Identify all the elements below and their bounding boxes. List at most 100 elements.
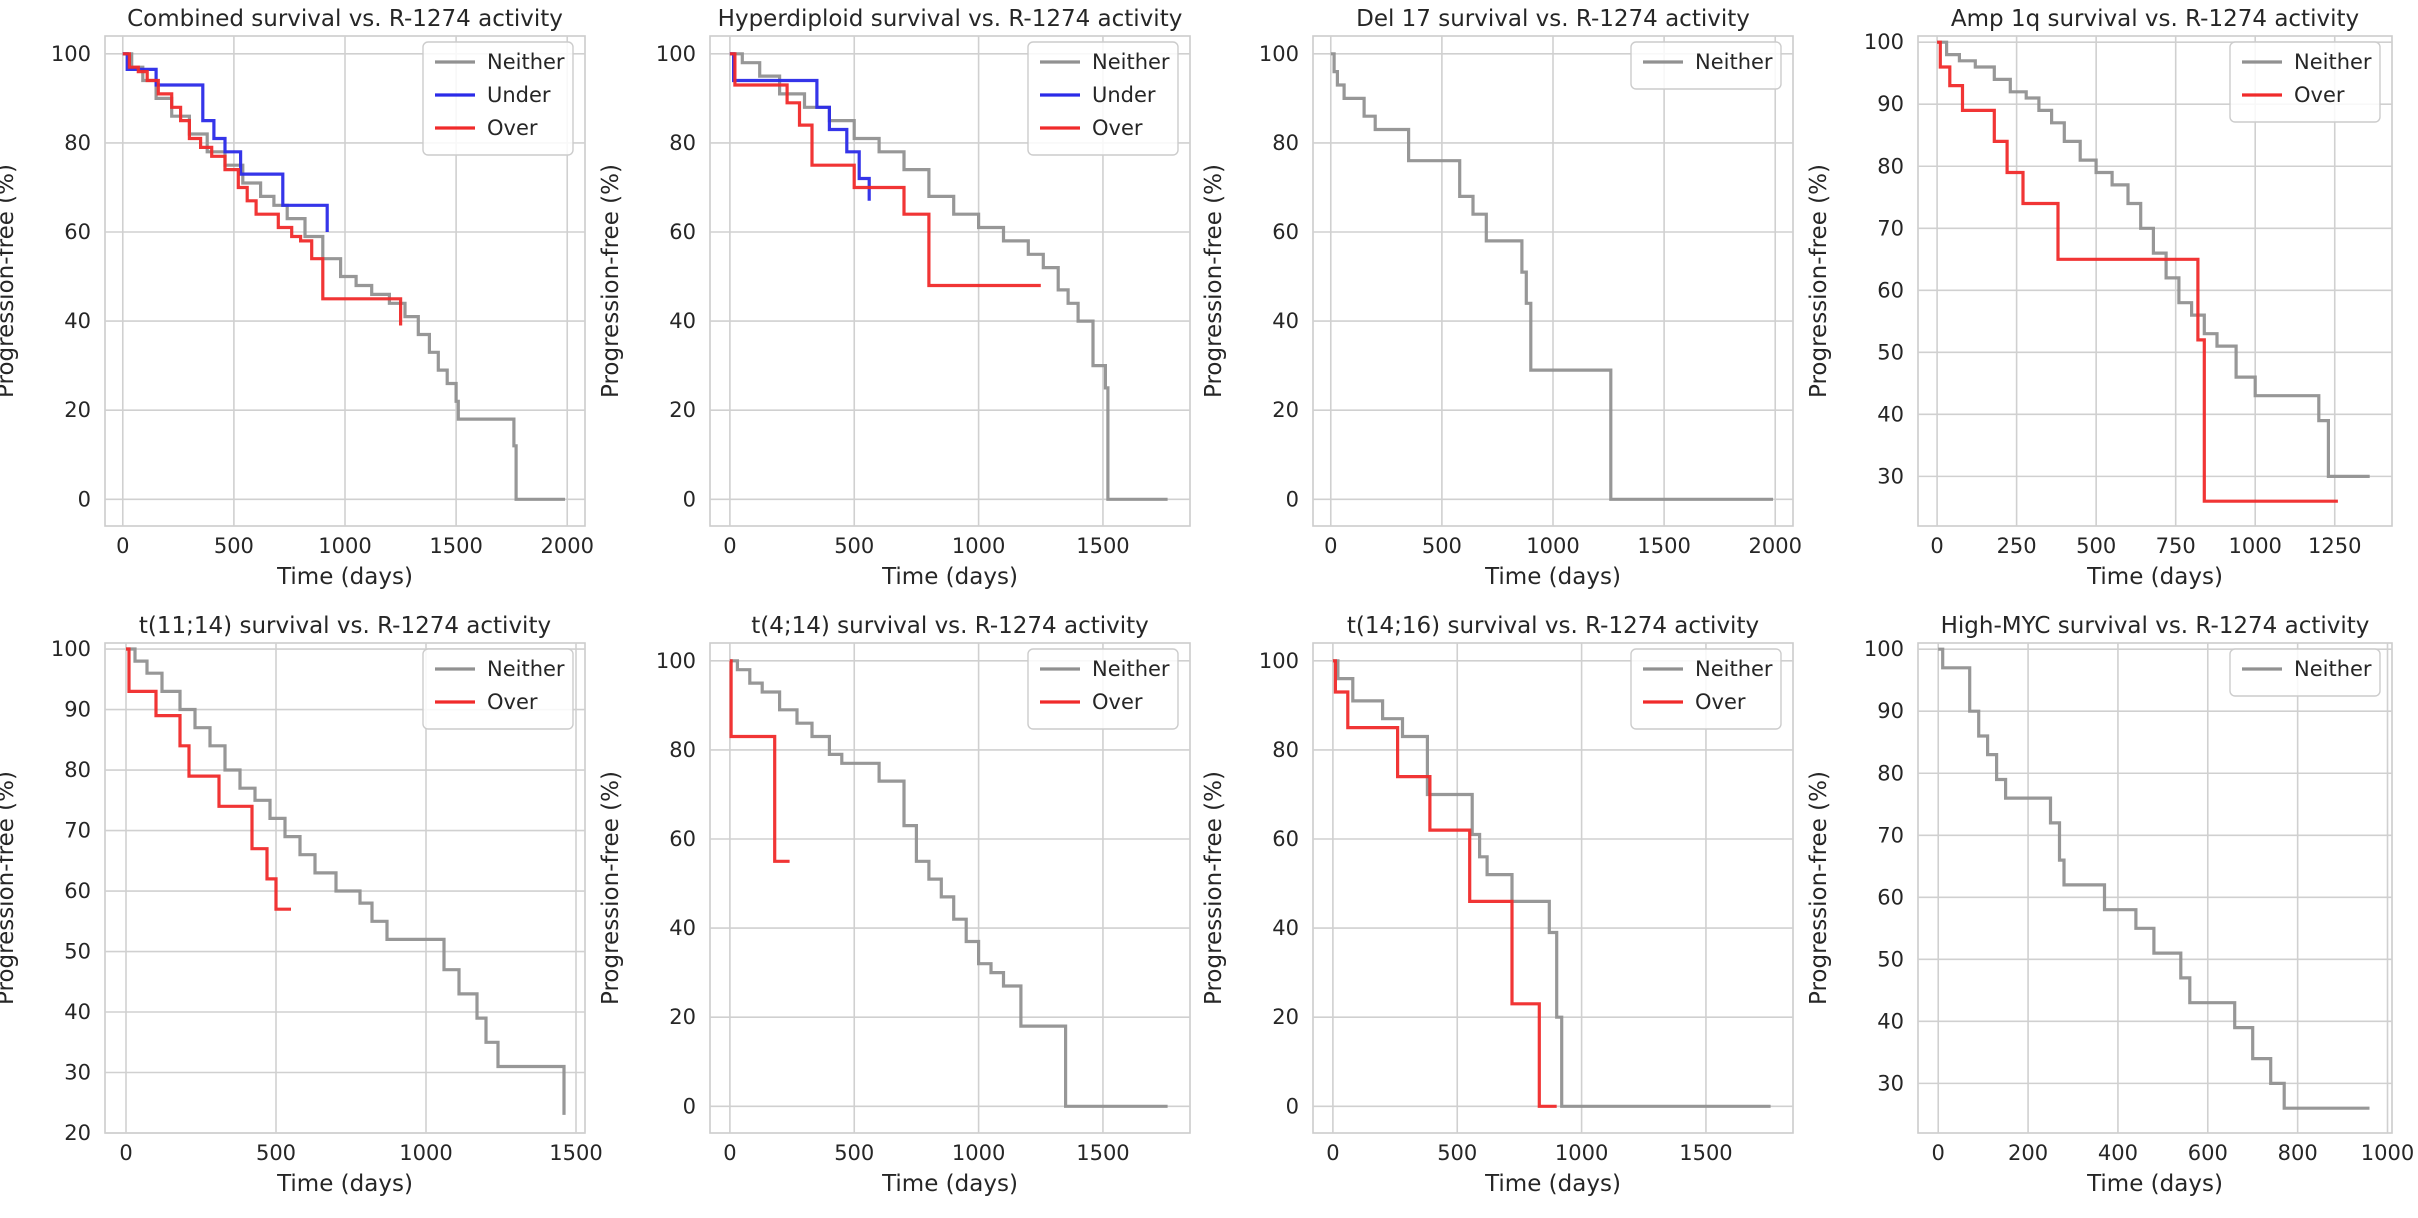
- y-tick-label: 100: [51, 42, 91, 66]
- y-tick-label: 80: [669, 738, 696, 762]
- chart-title: Amp 1q survival vs. R-1274 activity: [1951, 6, 2359, 32]
- chart-title: t(4;14) survival vs. R-1274 activity: [751, 613, 1149, 639]
- legend-label: Neither: [2294, 50, 2372, 74]
- y-tick-label: 80: [1877, 154, 1904, 178]
- y-tick-label: 60: [669, 220, 696, 244]
- legend-label: Under: [1092, 83, 1156, 107]
- chart-title: Hyperdiploid survival vs. R-1274 activit…: [718, 6, 1183, 32]
- legend: Neither Over: [422, 648, 574, 730]
- legend: Neither Over: [2229, 41, 2381, 123]
- y-tick-label: 40: [64, 309, 91, 333]
- series-line-over: [1332, 659, 1557, 1108]
- y-axis-label: Progression-free (%): [1806, 771, 1832, 1005]
- legend-label: Over: [1092, 690, 1143, 714]
- x-axis-label: Time (days): [276, 1171, 413, 1197]
- series-line-neither: [1937, 40, 2370, 478]
- y-tick-label: 100: [1864, 637, 1904, 661]
- x-tick-label: 500: [214, 534, 254, 558]
- series-line-over: [729, 52, 1041, 288]
- y-tick-label: 100: [656, 42, 696, 66]
- x-tick-label: 0: [723, 1141, 736, 1165]
- y-tick-label: 80: [64, 758, 91, 782]
- legend-label: Under: [487, 83, 551, 107]
- y-tick-label: 80: [1272, 738, 1299, 762]
- x-tick-label: 2000: [1748, 534, 1801, 558]
- legend-label: Over: [1695, 690, 1746, 714]
- x-tick-label: 1000: [399, 1141, 452, 1165]
- y-tick-label: 80: [64, 131, 91, 155]
- x-tick-label: 1500: [1076, 534, 1129, 558]
- series-line-under: [122, 52, 329, 232]
- y-axis-label: Progression-free (%): [1806, 164, 1832, 398]
- legend-label: Neither: [487, 657, 565, 681]
- x-tick-label: 1000: [318, 534, 371, 558]
- x-axis-label: Time (days): [2086, 564, 2223, 590]
- x-tick-label: 1500: [1076, 1141, 1129, 1165]
- y-tick-label: 20: [1272, 398, 1299, 422]
- y-tick-label: 20: [64, 1121, 91, 1145]
- y-tick-label: 60: [1877, 885, 1904, 909]
- y-tick-label: 50: [1877, 340, 1904, 364]
- plot-area: [1917, 642, 2393, 1134]
- y-tick-label: 40: [669, 309, 696, 333]
- legend: Neither Over: [1630, 648, 1782, 730]
- x-tick-label: 0: [1932, 1141, 1945, 1165]
- x-tick-label: 1000: [1555, 1141, 1608, 1165]
- legend: Neither: [1630, 41, 1782, 90]
- series-line-neither: [1938, 647, 2370, 1110]
- y-tick-label: 80: [1272, 131, 1299, 155]
- x-tick-label: 0: [1324, 534, 1337, 558]
- x-tick-label: 1500: [1679, 1141, 1732, 1165]
- subplot-6: 0 500 1000 1500 0 20 40 60 80 100 t(4;14) survival…: [598, 613, 1191, 1197]
- legend: Neither Under Over: [422, 41, 574, 156]
- subplot-8: 0 200 400 600 800 1000 30 40 50 60 70 80 90 100 High-M…: [1806, 613, 2414, 1197]
- x-tick-label: 1000: [1526, 534, 1579, 558]
- x-axis-label: Time (days): [276, 564, 413, 590]
- series-line-neither: [1330, 52, 1773, 501]
- series-line-neither: [122, 52, 565, 501]
- y-tick-label: 0: [683, 1094, 696, 1118]
- series-line-over: [1937, 40, 2338, 503]
- chart-title: High-MYC survival vs. R-1274 activity: [1941, 613, 2370, 639]
- subplot-7: 0 500 1000 1500 0 20 40 60 80 100 t(14;16) surviva…: [1201, 613, 1794, 1197]
- x-tick-label: 1000: [2361, 1141, 2414, 1165]
- y-tick-label: 100: [1259, 649, 1299, 673]
- x-tick-label: 800: [2278, 1141, 2318, 1165]
- legend: Neither Over: [1027, 648, 1179, 730]
- legend-label: Neither: [1695, 50, 1773, 74]
- y-tick-label: 40: [669, 916, 696, 940]
- x-tick-label: 0: [1326, 1141, 1339, 1165]
- x-tick-label: 500: [834, 1141, 874, 1165]
- subplot-2: 0 500 1000 1500 0 20 40 60 80 100 Hyperdiploid sur…: [598, 6, 1191, 590]
- x-tick-label: 0: [723, 534, 736, 558]
- subplot-4: 0 250 500 750 1000 1250 30 40 50 60 70 80 90 100 Amp 1…: [1806, 6, 2393, 590]
- y-axis-label: Progression-free (%): [1201, 164, 1227, 398]
- x-axis-label: Time (days): [1484, 564, 1621, 590]
- chart-title: Del 17 survival vs. R-1274 activity: [1356, 6, 1750, 32]
- series-line-over: [126, 647, 291, 911]
- y-tick-label: 60: [64, 879, 91, 903]
- legend: Neither Under Over: [1027, 41, 1179, 156]
- x-tick-label: 1000: [952, 534, 1005, 558]
- y-tick-label: 100: [1259, 42, 1299, 66]
- subplot-5: 0 500 1000 1500 20 30 40 50 60 70 80 90 100 t(11;14) …: [0, 613, 603, 1197]
- x-tick-label: 600: [2188, 1141, 2228, 1165]
- x-tick-label: 750: [2156, 534, 2196, 558]
- y-tick-label: 40: [1877, 402, 1904, 426]
- y-tick-label: 40: [1877, 1009, 1904, 1033]
- y-tick-label: 20: [669, 1005, 696, 1029]
- legend-label: Neither: [487, 50, 565, 74]
- y-axis-label: Progression-free (%): [598, 164, 624, 398]
- x-tick-label: 1500: [429, 534, 482, 558]
- subplot-3: 0 500 1000 1500 2000 0 20 40 60 80 100 Del 17 survi…: [1201, 6, 1802, 590]
- x-tick-label: 500: [1422, 534, 1462, 558]
- y-tick-label: 60: [1877, 278, 1904, 302]
- y-tick-label: 40: [64, 1000, 91, 1024]
- chart-title: Combined survival vs. R-1274 activity: [127, 6, 563, 32]
- y-tick-label: 70: [1877, 216, 1904, 240]
- chart-title: t(11;14) survival vs. R-1274 activity: [139, 613, 551, 639]
- x-tick-label: 250: [1997, 534, 2037, 558]
- y-tick-label: 60: [1272, 220, 1299, 244]
- y-axis-label: Progression-free (%): [0, 164, 19, 398]
- y-tick-label: 20: [64, 398, 91, 422]
